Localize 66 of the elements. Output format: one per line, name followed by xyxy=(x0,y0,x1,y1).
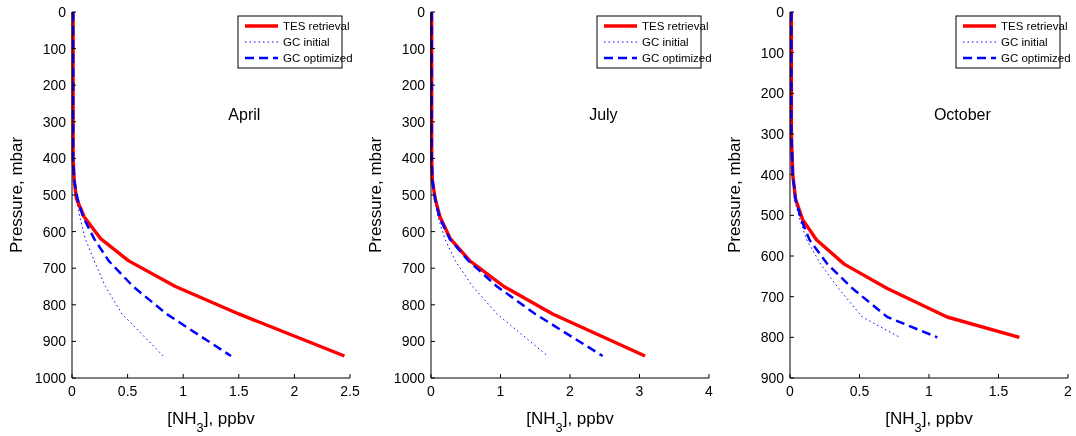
y-tick-label: 700 xyxy=(42,260,67,277)
y-tick-label: 900 xyxy=(401,333,426,350)
x-tick-label: 2 xyxy=(1064,383,1073,399)
y-tick-label: 400 xyxy=(401,150,426,167)
y-tick-label: 600 xyxy=(401,223,426,240)
y-tick-label: 200 xyxy=(42,77,67,94)
y-tick-label: 600 xyxy=(760,248,785,264)
x-tick-label: 0 xyxy=(786,383,795,399)
x-axis-title: [NH$_{3}$], ppbv xyxy=(885,409,974,435)
y-tick-label: 900 xyxy=(42,333,67,350)
y-tick-label: 800 xyxy=(42,296,67,313)
y-tick-label: 500 xyxy=(760,207,785,224)
x-tick-label: 2 xyxy=(566,383,575,399)
y-tick-label: 800 xyxy=(760,329,785,346)
legend-label: GC initial xyxy=(283,36,330,48)
y-tick-label: 800 xyxy=(401,296,426,313)
y-tick-label: 500 xyxy=(401,187,426,203)
y-tick-label: 400 xyxy=(42,150,67,167)
y-tick-label: 900 xyxy=(760,370,785,386)
y-axis-title: Pressure, mbar xyxy=(7,136,26,254)
y-axis-title: Pressure, mbar xyxy=(725,136,744,254)
y-tick-label: 300 xyxy=(760,126,785,142)
y-tick-label: 100 xyxy=(760,44,785,61)
legend-label: TES retrieval xyxy=(642,20,709,32)
legend-label: TES retrieval xyxy=(283,20,350,32)
x-tick-label: 0.5 xyxy=(117,383,138,399)
legend-label: TES retrieval xyxy=(1001,20,1068,32)
y-tick-label: 100 xyxy=(42,40,67,57)
legend-label: GC optimized xyxy=(642,52,712,64)
x-tick-label: 4 xyxy=(705,383,714,399)
y-tick-label: 100 xyxy=(401,40,426,57)
y-tick-label: 500 xyxy=(42,187,67,203)
x-tick-label: 2 xyxy=(290,383,299,399)
x-tick-label: 0 xyxy=(68,383,77,399)
y-tick-label: 700 xyxy=(760,288,785,305)
y-tick-label: 700 xyxy=(401,260,426,277)
y-tick-label: 1000 xyxy=(34,370,67,386)
x-tick-label: 1.5 xyxy=(988,383,1009,399)
x-tick-label: 1.5 xyxy=(229,383,249,399)
y-tick-label: 300 xyxy=(42,113,67,130)
y-tick-label: 1000 xyxy=(393,370,426,386)
y-tick-label: 400 xyxy=(760,166,785,183)
x-tick-label: 0 xyxy=(427,383,436,399)
legend-label: GC initial xyxy=(1001,36,1048,48)
legend-label: GC optimized xyxy=(1001,52,1071,64)
text: July xyxy=(589,106,618,123)
x-axis-title: [NH$_{3}$], ppbv xyxy=(167,409,256,435)
y-tick-label: 0 xyxy=(417,4,426,20)
x-tick-label: 1 xyxy=(925,383,934,399)
x-tick-label: 0.5 xyxy=(849,383,870,399)
y-tick-label: 200 xyxy=(760,85,785,102)
y-tick-label: 600 xyxy=(42,223,67,240)
x-tick-label: 1 xyxy=(496,383,505,399)
x-tick-label: 3 xyxy=(635,383,644,399)
text: October xyxy=(933,106,992,123)
y-tick-label: 300 xyxy=(401,113,426,130)
y-tick-label: 200 xyxy=(401,77,426,94)
x-tick-label: 2.5 xyxy=(340,383,360,399)
y-axis-title: Pressure, mbar xyxy=(366,136,385,254)
text: April xyxy=(228,106,261,123)
x-axis-title: [NH$_{3}$], ppbv xyxy=(526,409,615,435)
y-tick-label: 0 xyxy=(776,4,785,20)
y-tick-label: 0 xyxy=(58,4,67,20)
legend-label: GC initial xyxy=(642,36,689,48)
legend-label: GC optimized xyxy=(283,52,353,64)
x-tick-label: 1 xyxy=(179,383,188,399)
